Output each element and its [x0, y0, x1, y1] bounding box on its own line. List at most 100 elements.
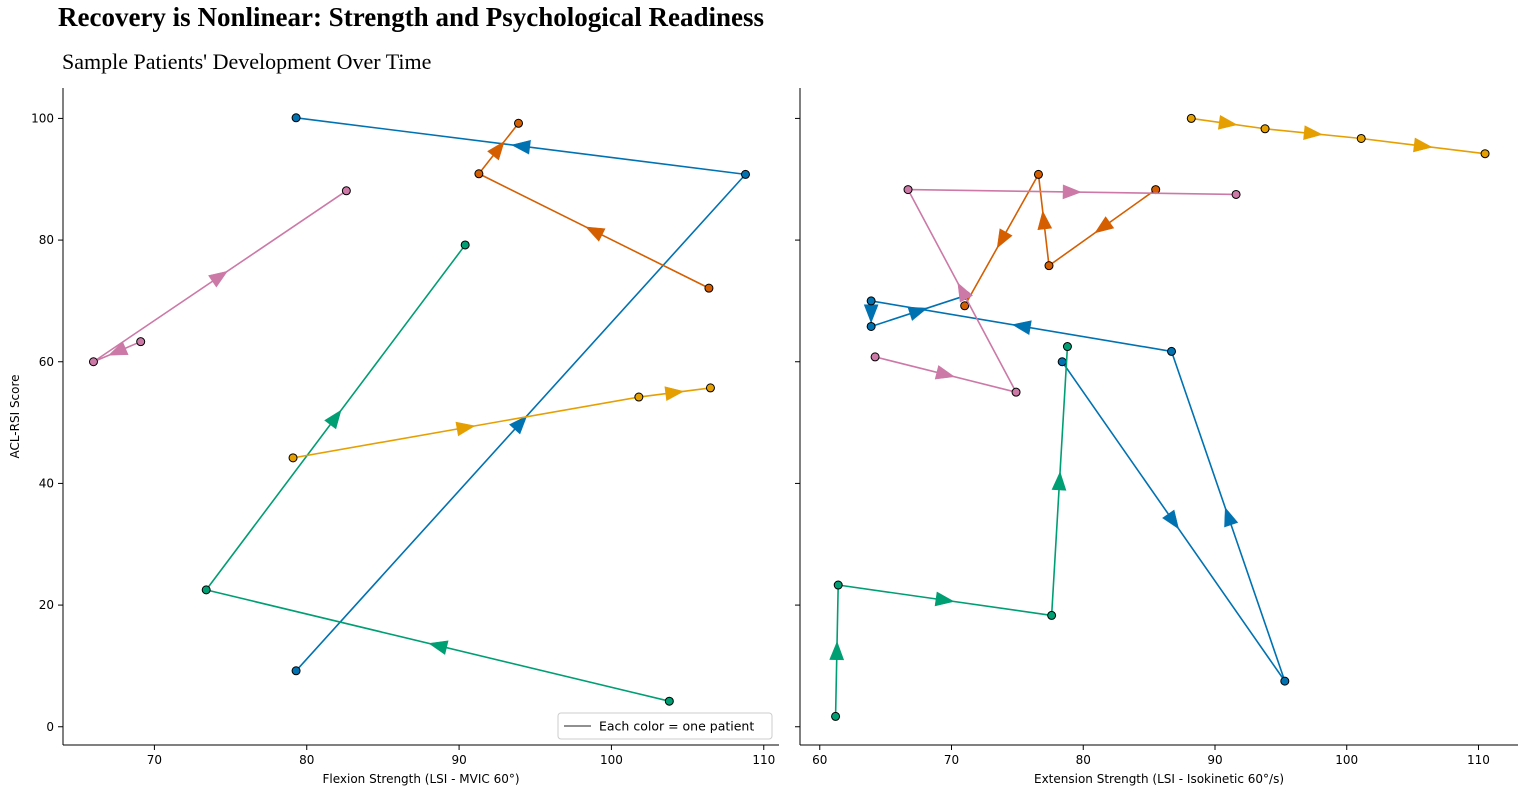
series-line [834, 346, 1069, 717]
data-point [136, 337, 146, 347]
x-tick-label: 70 [944, 753, 959, 767]
direction-arrow [455, 421, 476, 437]
direction-arrow [1413, 137, 1433, 153]
x-tick-label: 110 [752, 753, 775, 767]
data-point [866, 296, 876, 306]
series-line [292, 387, 711, 459]
direction-arrow [1051, 471, 1067, 491]
series-line [963, 173, 1157, 307]
x-tick-label: 90 [451, 753, 466, 767]
legend-label: Each color = one patient [599, 719, 754, 734]
direction-arrow [1224, 507, 1239, 528]
data-point [291, 666, 301, 676]
data-point [1011, 387, 1021, 397]
y-tick-label: 20 [39, 598, 54, 612]
y-tick-label: 0 [46, 720, 54, 734]
direction-arrow [1062, 184, 1082, 200]
direction-arrow [487, 140, 505, 161]
data-point [704, 283, 714, 293]
data-point [1356, 133, 1366, 143]
direction-arrow [511, 139, 531, 155]
data-point [291, 113, 301, 123]
chart-subtitle: Sample Patients' Development Over Time [62, 49, 432, 74]
data-point [870, 352, 880, 362]
direction-arrow [509, 415, 528, 435]
data-point [1151, 185, 1161, 195]
x-tick-label: 110 [1467, 753, 1490, 767]
series-5 [870, 184, 1241, 397]
data-point [1480, 149, 1490, 159]
direction-arrow [1162, 509, 1180, 530]
legend: Each color = one patient [557, 712, 773, 740]
series-2 [474, 118, 714, 293]
direction-arrow [1011, 320, 1032, 335]
chart-title: Recovery is Nonlinear: Strength and Psyc… [58, 2, 764, 32]
data-point [1057, 357, 1067, 367]
data-point [1280, 676, 1290, 686]
direction-arrow [585, 226, 606, 242]
data-point [664, 696, 674, 706]
data-point [1047, 610, 1057, 620]
direction-arrow [428, 640, 449, 655]
data-point [866, 321, 876, 331]
y-tick-label: 60 [39, 355, 54, 369]
data-point [1044, 261, 1054, 271]
direction-arrow [108, 341, 129, 356]
direction-arrow [208, 270, 228, 288]
direction-arrow [1037, 210, 1053, 231]
data-point [831, 711, 841, 721]
direction-arrow [1217, 115, 1238, 130]
series-3 [201, 240, 674, 706]
direction-arrow [934, 591, 955, 607]
data-point [833, 580, 843, 590]
data-point [960, 301, 970, 311]
x-tick-label: 100 [1335, 753, 1358, 767]
x-tick-label: 70 [147, 753, 162, 767]
data-point [903, 185, 913, 195]
data-point [705, 383, 715, 393]
direction-arrow [907, 306, 928, 321]
data-point [634, 392, 644, 402]
direction-arrow [863, 304, 879, 324]
series-2 [960, 169, 1161, 311]
data-point [288, 453, 298, 463]
legend-box [557, 712, 773, 740]
x-tick-label: 60 [812, 753, 827, 767]
data-point [88, 357, 98, 367]
direction-arrow [829, 641, 845, 661]
data-point [1167, 346, 1177, 356]
data-point [341, 186, 351, 196]
series-line [478, 122, 710, 289]
data-point [1062, 342, 1072, 352]
data-point [740, 169, 750, 179]
x-axis-label: Flexion Strength (LSI - MVIC 60°) [322, 772, 519, 786]
y-tick-label: 80 [39, 233, 54, 247]
data-point [474, 169, 484, 179]
data-point [513, 118, 523, 128]
series-4 [288, 383, 715, 463]
y-tick-label: 100 [31, 111, 54, 125]
series-1 [863, 290, 1290, 686]
x-tick-label: 80 [1076, 753, 1091, 767]
series-3 [829, 342, 1072, 721]
series-line [874, 188, 1237, 393]
data-point [1231, 189, 1241, 199]
data-point [460, 240, 470, 250]
direction-arrow [1094, 216, 1115, 234]
direction-arrow [664, 386, 685, 401]
series-4 [1186, 113, 1490, 159]
direction-arrow [934, 365, 955, 380]
panel-left: 70 80 90 100 110 0 20 40 60 80 100 Flexion Strength… [8, 88, 779, 786]
data-point [1260, 124, 1270, 134]
x-tick-label: 90 [1207, 753, 1222, 767]
x-tick-label: 80 [299, 753, 314, 767]
direction-arrow [996, 228, 1013, 249]
data-point [201, 585, 211, 595]
x-tick-label: 100 [600, 753, 623, 767]
series-1 [291, 113, 750, 676]
series-line [870, 294, 1286, 682]
data-point [1033, 169, 1043, 179]
direction-arrow [324, 409, 342, 430]
direction-arrow [1303, 125, 1323, 141]
